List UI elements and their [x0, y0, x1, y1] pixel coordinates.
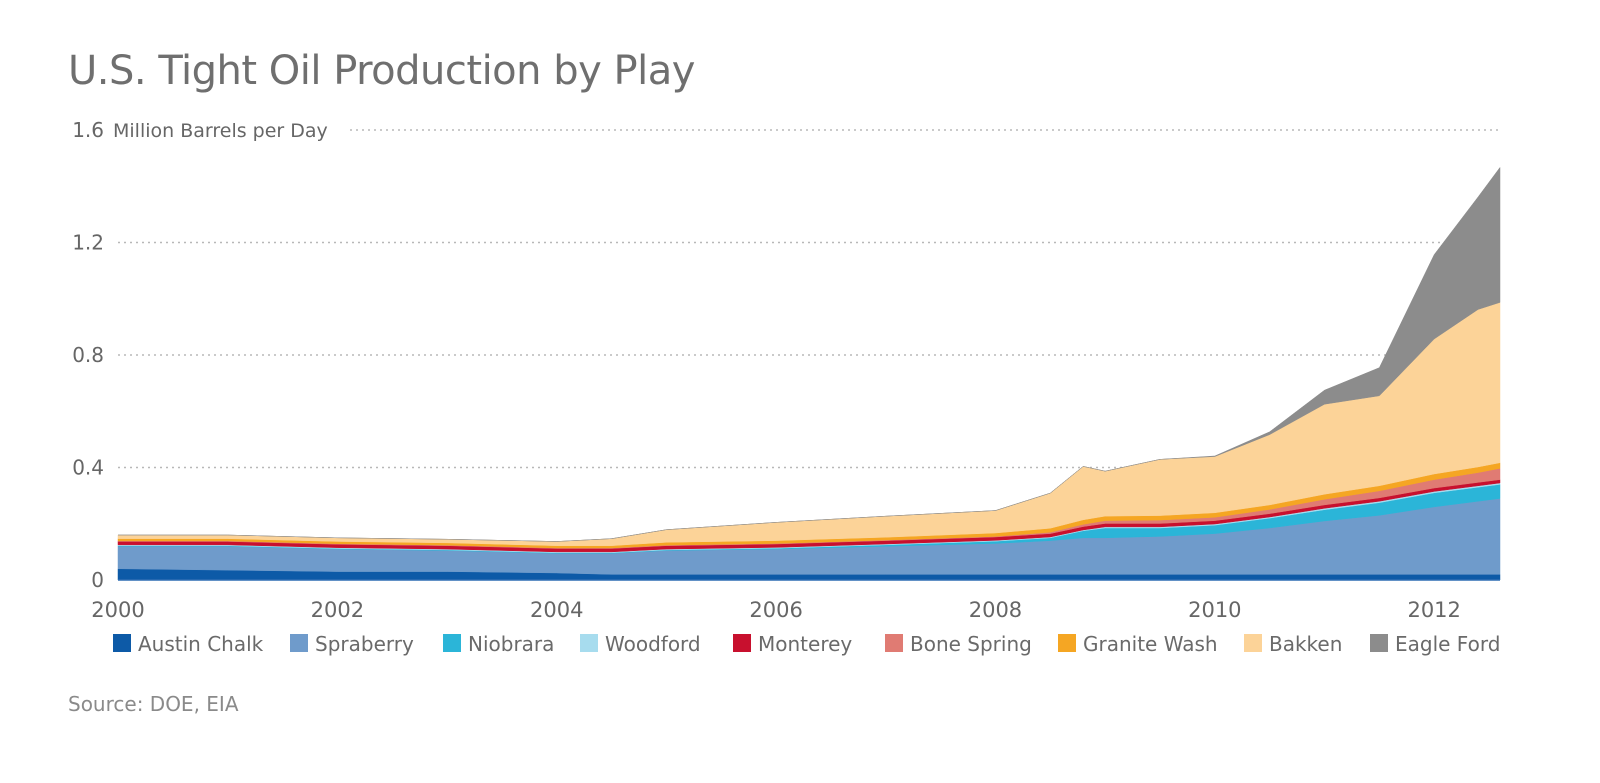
- legend-item-eagle-ford: Eagle Ford: [1370, 632, 1500, 656]
- source-note: Source: DOE, EIA: [68, 692, 239, 716]
- y-tick-label: 1.6: [72, 118, 104, 142]
- legend-label: Monterey: [758, 632, 852, 656]
- legend-item-niobrara: Niobrara: [443, 632, 554, 656]
- legend-label: Spraberry: [315, 632, 414, 656]
- y-tick-label: 1.2: [72, 231, 104, 255]
- legend-item-granite-wash: Granite Wash: [1058, 632, 1218, 656]
- legend-item-austin-chalk: Austin Chalk: [113, 632, 264, 656]
- x-tick-label: 2000: [91, 598, 144, 622]
- legend: Austin Chalk Spraberry Niobrara Woodford Mon…: [113, 632, 1500, 656]
- x-tick-label: 2012: [1407, 598, 1460, 622]
- x-tick-label: 2006: [749, 598, 802, 622]
- legend-item-bone-spring: Bone Spring: [885, 632, 1032, 656]
- x-axis-ticks: 2000 2002 2004 2006 2008 2010 2012: [91, 598, 1461, 622]
- stacked-areas: [117, 166, 1501, 581]
- legend-swatch: [1058, 634, 1076, 652]
- legend-label: Woodford: [605, 632, 701, 656]
- x-tick-label: 2002: [311, 598, 364, 622]
- x-tick-label: 2008: [969, 598, 1022, 622]
- legend-swatch: [113, 634, 131, 652]
- area-eagle-ford: [118, 166, 1501, 542]
- y-axis-label: Million Barrels per Day: [113, 120, 328, 142]
- legend-item-woodford: Woodford: [580, 632, 701, 656]
- y-tick-label: 0: [91, 568, 104, 592]
- legend-label: Bakken: [1269, 632, 1342, 656]
- legend-swatch: [443, 634, 461, 652]
- legend-swatch: [1244, 634, 1262, 652]
- legend-item-monterey: Monterey: [733, 632, 852, 656]
- legend-item-bakken: Bakken: [1244, 632, 1342, 656]
- legend-swatch: [580, 634, 598, 652]
- y-axis-ticks: 0 0.4 0.8 1.2 1.6: [72, 118, 104, 592]
- legend-swatch: [885, 634, 903, 652]
- gridlines: [118, 129, 1500, 469]
- legend-label: Austin Chalk: [138, 632, 264, 656]
- chart-title: U.S. Tight Oil Production by Play: [68, 48, 695, 94]
- legend-label: Granite Wash: [1083, 632, 1218, 656]
- y-tick-label: 0.8: [72, 343, 104, 367]
- x-tick-label: 2010: [1188, 598, 1241, 622]
- x-tick-label: 2004: [530, 598, 583, 622]
- legend-swatch: [733, 634, 751, 652]
- legend-swatch: [290, 634, 308, 652]
- legend-label: Eagle Ford: [1395, 632, 1500, 656]
- legend-label: Niobrara: [468, 632, 554, 656]
- legend-swatch: [1370, 634, 1388, 652]
- legend-label: Bone Spring: [910, 632, 1032, 656]
- legend-item-spraberry: Spraberry: [290, 632, 414, 656]
- y-tick-label: 0.4: [72, 456, 104, 480]
